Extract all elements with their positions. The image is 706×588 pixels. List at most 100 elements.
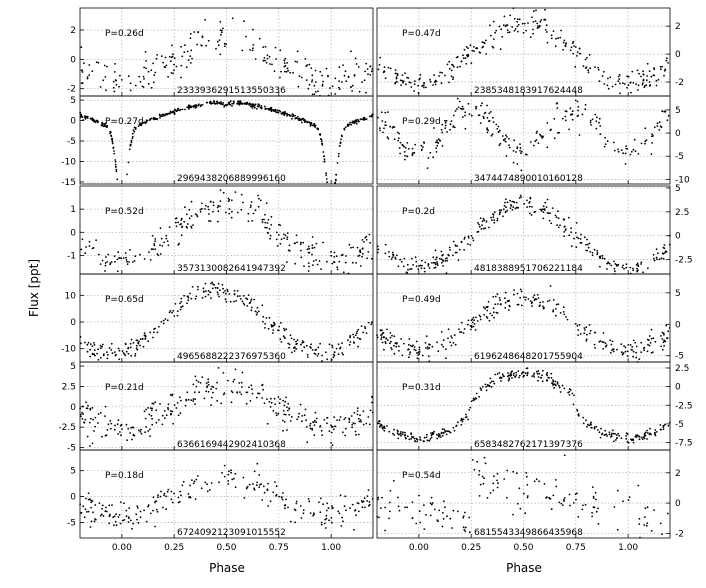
data-point [524,298,527,301]
data-point [378,426,381,428]
data-point [478,51,481,53]
data-point [234,486,237,489]
y-tick-label: -2.5 [58,423,76,433]
data-point [272,491,275,494]
data-point [349,336,352,339]
data-point [165,234,168,237]
data-point [352,333,354,336]
data-point [506,29,509,31]
data-point [464,416,467,419]
data-point [369,409,372,412]
data-point [364,327,367,330]
data-point [331,344,333,347]
data-point [154,118,157,121]
data-point [504,307,507,309]
data-point [321,434,324,436]
data-point [396,74,399,77]
data-point [337,510,340,513]
data-point [323,155,325,158]
data-point [642,78,645,81]
y-tick-label: 5 [70,467,76,477]
data-point [157,496,159,499]
data-point [208,489,211,491]
data-point [192,482,195,485]
data-point [395,77,398,80]
data-point [245,402,248,405]
data-point [140,428,142,431]
data-point [156,54,159,56]
data-point [657,252,659,255]
data-point [406,435,409,438]
data-point [632,441,635,444]
data-point [580,233,582,236]
data-point [409,344,412,347]
data-point [539,301,541,304]
data-point [533,299,536,301]
data-point [314,126,317,128]
data-point [97,358,100,361]
data-point [391,348,393,351]
data-point [85,246,87,248]
data-point [220,402,223,405]
data-point [659,522,662,525]
data-point [114,163,117,166]
data-point [269,237,271,240]
data-point [365,235,368,238]
data-point [500,28,503,31]
data-point [398,349,400,352]
data-point [387,137,390,140]
data-point [434,258,437,261]
data-point [419,436,421,438]
data-point [152,496,155,499]
data-point [452,240,455,243]
data-point [321,354,324,357]
data-point [423,440,425,443]
data-point [572,52,574,55]
data-point [85,407,88,410]
data-point [576,492,578,495]
data-point [262,315,265,318]
data-point [632,82,635,84]
data-point [597,66,600,69]
data-point [660,345,662,348]
data-point [402,431,404,434]
data-point [348,343,351,346]
data-point [381,332,384,335]
data-point [436,433,438,436]
data-point [393,335,396,338]
data-point [471,459,474,461]
data-point [507,31,509,34]
data-point [469,44,472,47]
data-point [330,431,333,434]
data-point [556,224,558,227]
data-point [115,79,118,82]
data-point [510,371,513,374]
data-point [338,260,341,263]
data-point [159,253,162,255]
data-point [391,256,394,259]
data-point [265,61,268,64]
data-point [315,421,318,424]
y-tick-label: -5 [675,420,684,430]
data-point [288,346,290,349]
data-point [93,344,96,346]
data-point [568,394,571,396]
data-point [638,438,641,441]
data-point [311,253,313,256]
data-point [299,243,302,246]
data-point [435,256,438,259]
data-point [563,313,566,316]
data-point [282,492,284,494]
data-point [627,84,630,87]
data-point [256,462,259,465]
data-point [245,102,248,105]
data-point [171,501,174,504]
data-point [320,521,323,524]
data-point [630,348,633,351]
data-point [96,352,98,355]
data-point [187,59,190,61]
data-point [174,303,177,305]
data-point [632,267,634,270]
data-point [311,427,313,430]
data-point [398,345,400,348]
